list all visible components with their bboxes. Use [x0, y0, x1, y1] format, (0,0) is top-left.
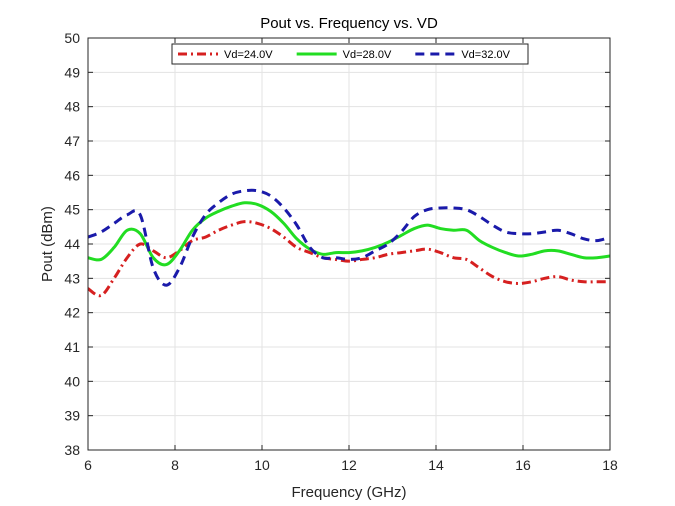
y-tick-label: 44: [64, 236, 80, 252]
y-tick-label: 40: [64, 373, 80, 389]
x-axis-label: Frequency (GHz): [291, 484, 406, 501]
y-tick-label: 49: [64, 64, 80, 80]
y-tick-label: 47: [64, 133, 80, 149]
x-tick-label: 8: [171, 457, 179, 473]
x-tick-label: 12: [341, 457, 357, 473]
x-tick-label: 18: [602, 457, 618, 473]
series-line-2: [88, 201, 610, 267]
y-tick-label: 45: [64, 202, 80, 218]
series-layer: [88, 188, 610, 298]
y-axis-label: Pout (dBm): [39, 206, 56, 282]
series-line-3: [88, 188, 610, 287]
x-tick-label: 14: [428, 457, 444, 473]
y-tick-label: 38: [64, 442, 80, 458]
x-tick-label: 16: [515, 457, 531, 473]
y-tick-label: 46: [64, 167, 80, 183]
y-tick-label: 43: [64, 270, 80, 286]
y-tick-label: 39: [64, 408, 80, 424]
tick-layer: 6 8 10 12 14 16 18 38 39 40 41 42 43 44 45 46 47 48 49 50: [64, 30, 618, 473]
legend: Vd=24.0V Vd=28.0V Vd=32.0V: [171, 43, 529, 65]
legend-label-1: Vd=24.0V: [224, 49, 273, 61]
legend-label-2: Vd=28.0V: [343, 49, 392, 61]
y-tick-label: 42: [64, 305, 80, 321]
chart-title: Pout vs. Frequency vs. VD: [260, 15, 438, 32]
y-tick-label: 48: [64, 99, 80, 115]
legend-box: [171, 43, 529, 65]
y-tick-label: 50: [64, 30, 80, 46]
legend-label-3: Vd=32.0V: [461, 49, 510, 61]
y-tick-label: 41: [64, 339, 80, 355]
grid: [87, 37, 611, 451]
x-tick-label: 6: [84, 457, 92, 473]
x-tick-label: 10: [254, 457, 270, 473]
